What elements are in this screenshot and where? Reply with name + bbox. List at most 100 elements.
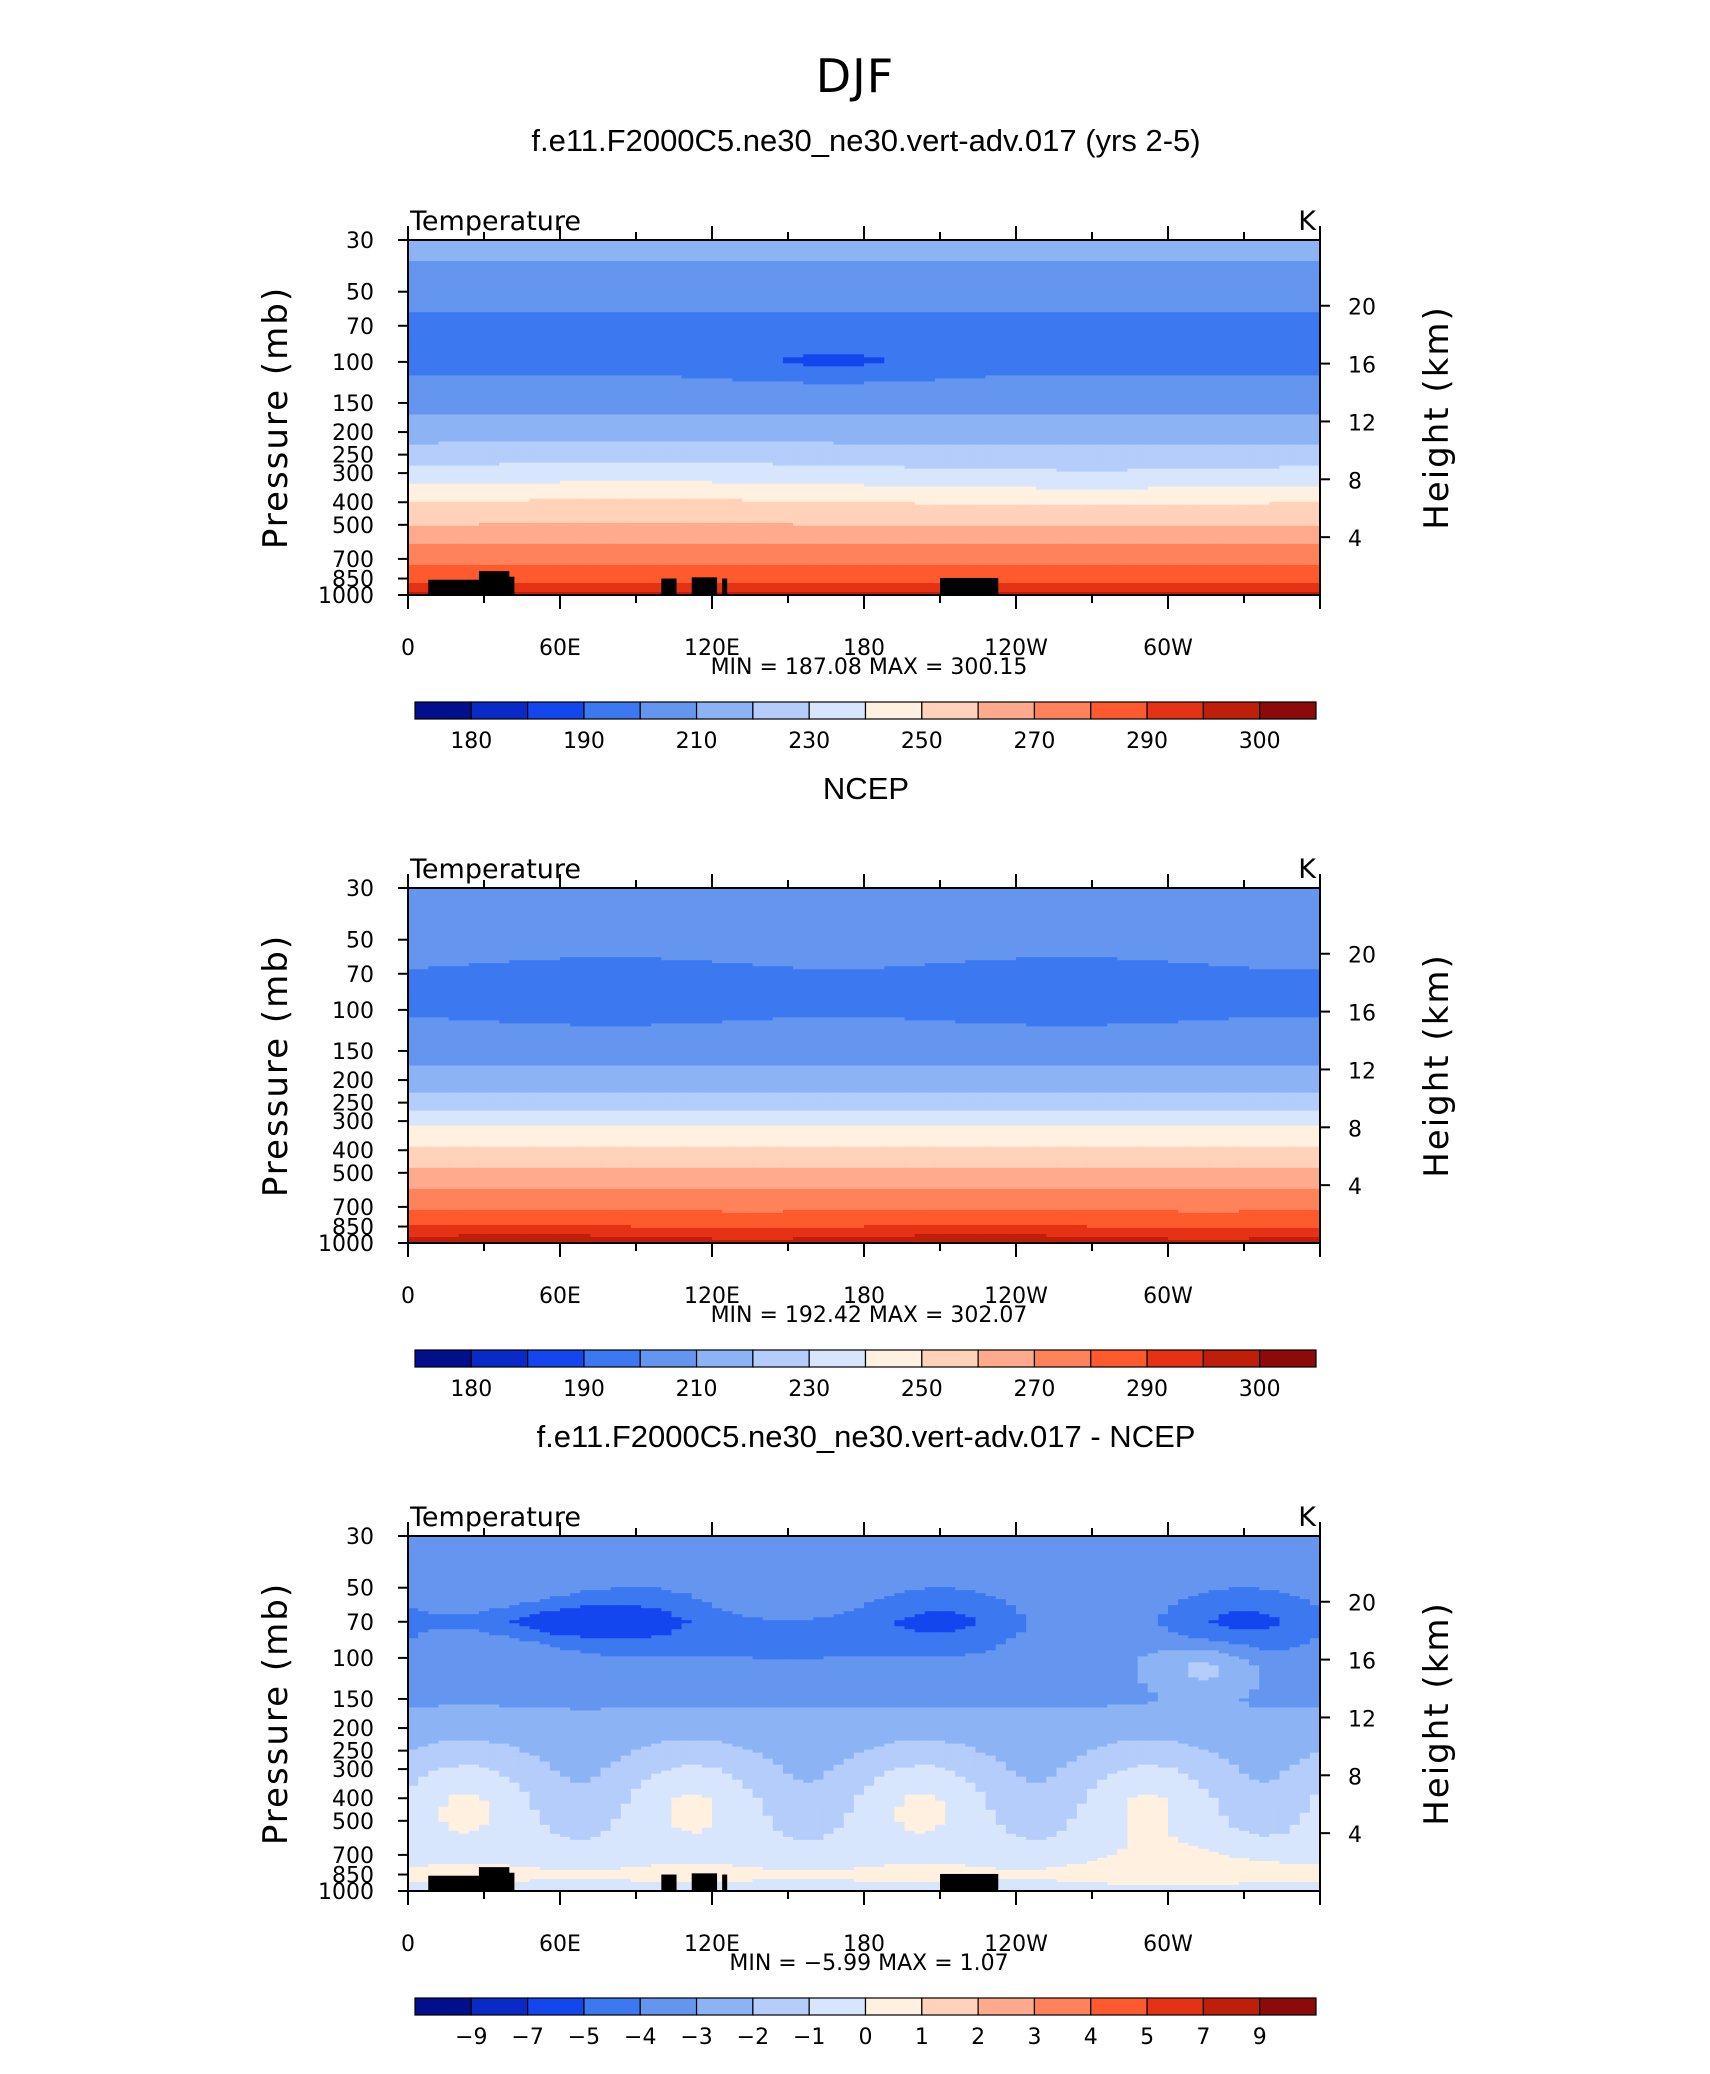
contour-cell — [1198, 279, 1210, 283]
contour-cell — [580, 297, 591, 301]
contour-cell — [458, 255, 470, 259]
contour-cell — [590, 312, 602, 316]
contour-cell — [1046, 270, 1058, 274]
contour-cell — [489, 294, 500, 298]
contour-cell — [742, 282, 754, 286]
contour-cell — [438, 255, 450, 259]
contour-cell — [975, 318, 987, 322]
contour-cell — [1117, 324, 1129, 328]
contour-cell — [610, 240, 622, 244]
contour-cell — [1157, 384, 1169, 389]
contour-cell — [975, 381, 987, 386]
contour-cell — [1208, 303, 1220, 307]
contour-cell — [793, 300, 804, 304]
contour-cell — [428, 366, 439, 370]
contour-cell — [478, 339, 490, 343]
contour-cell — [934, 387, 946, 392]
contour-cell — [904, 375, 916, 379]
contour-cell — [874, 375, 885, 379]
contour-cell — [924, 348, 936, 352]
contour-cell — [549, 297, 561, 301]
contour-cell — [519, 348, 531, 352]
contour-cell — [1086, 306, 1098, 310]
contour-cell — [742, 348, 754, 352]
contour-cell — [965, 381, 977, 386]
contour-cell — [478, 321, 490, 325]
contour-cell — [691, 315, 703, 319]
contour-cell — [833, 357, 845, 361]
contour-cell — [772, 333, 784, 337]
contour-cell — [1066, 354, 1078, 358]
contour-cell — [1046, 324, 1058, 328]
contour-cell — [671, 387, 683, 392]
contour-cell — [955, 345, 966, 349]
contour-cell — [853, 396, 865, 401]
contour-cell — [1097, 291, 1108, 295]
contour-cell — [1076, 387, 1088, 392]
contour-cell — [864, 252, 875, 256]
contour-cell — [813, 354, 825, 358]
contour-cell — [610, 330, 622, 334]
contour-cell — [712, 360, 723, 364]
contour-cell — [1086, 369, 1098, 373]
contour-cell — [1147, 243, 1159, 247]
contour-cell — [529, 246, 541, 250]
contour-cell — [874, 315, 885, 319]
contour-cell — [934, 303, 946, 307]
contour-cell — [712, 282, 723, 286]
contour-cell — [762, 240, 774, 244]
contour-cell — [1309, 258, 1320, 262]
contour-cell — [742, 315, 754, 319]
contour-cell — [549, 399, 561, 404]
contour-cell — [945, 270, 956, 274]
contour-cell — [965, 336, 977, 340]
contour-cell — [914, 366, 926, 370]
contour-cell — [468, 393, 480, 398]
contour-cell — [1097, 402, 1108, 407]
contour-cell — [620, 270, 632, 274]
contour-cell — [1168, 255, 1179, 259]
contour-cell — [1005, 384, 1017, 389]
contour-cell — [712, 402, 723, 407]
contour-cell — [843, 282, 855, 286]
contour-cell — [1056, 315, 1068, 319]
contour-cell — [1117, 270, 1129, 274]
contour-cell — [955, 375, 966, 379]
contour-cell — [1076, 303, 1088, 307]
contour-cell — [448, 384, 460, 389]
contour-cell — [1046, 384, 1058, 389]
contour-cell — [1036, 240, 1047, 244]
contour-cell — [782, 285, 794, 289]
contour-cell — [1198, 306, 1210, 310]
contour-cell — [509, 321, 521, 325]
contour-cell — [428, 300, 439, 304]
contour-cell — [1005, 246, 1017, 250]
contour-cell — [864, 309, 875, 313]
contour-cell — [1036, 372, 1047, 376]
contour-cell — [1046, 399, 1058, 404]
contour-cell — [1228, 279, 1240, 283]
contour-cell — [539, 270, 551, 274]
contour-cell — [975, 372, 987, 376]
contour-cell — [529, 270, 541, 274]
contour-cell — [1228, 378, 1240, 382]
contour-cell — [904, 399, 916, 404]
contour-cell — [884, 309, 895, 313]
contour-cell — [549, 261, 561, 265]
contour-cell — [1097, 300, 1108, 304]
contour-cell — [843, 249, 855, 253]
contour-cell — [772, 327, 784, 331]
contour-cell — [1097, 270, 1108, 274]
contour-cell — [1208, 390, 1220, 395]
contour-cell — [1279, 297, 1291, 301]
contour-cell — [1198, 399, 1210, 404]
contour-cell — [489, 333, 500, 337]
contour-cell — [1309, 330, 1320, 334]
contour-cell — [874, 291, 885, 295]
contour-cell — [549, 369, 561, 373]
contour-cell — [1238, 321, 1250, 325]
contour-cell — [1036, 378, 1047, 382]
contour-cell — [874, 396, 885, 401]
contour-cell — [1168, 309, 1179, 313]
contour-cell — [681, 405, 693, 410]
